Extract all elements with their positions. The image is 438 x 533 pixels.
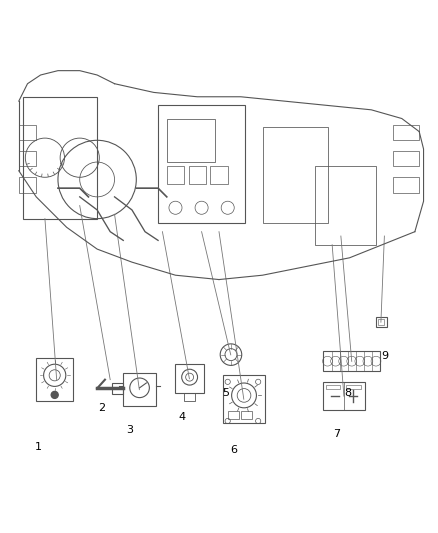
Text: 2: 2	[98, 403, 105, 413]
Text: 5: 5	[222, 387, 229, 398]
Text: 8: 8	[344, 387, 351, 398]
Bar	[393, 125, 419, 140]
Bar	[346, 385, 361, 389]
Bar	[241, 411, 252, 419]
Bar	[176, 365, 204, 393]
Text: 4: 4	[178, 411, 186, 422]
Bar	[167, 118, 215, 162]
Bar	[158, 106, 245, 223]
Bar	[167, 166, 184, 184]
Bar	[210, 166, 228, 184]
Circle shape	[51, 391, 58, 398]
Bar	[188, 166, 206, 184]
Bar	[315, 166, 376, 245]
Text: 9: 9	[381, 351, 388, 361]
Bar	[112, 383, 123, 393]
Bar	[19, 177, 36, 192]
Bar	[325, 385, 340, 389]
Bar	[223, 375, 265, 423]
Bar	[393, 151, 419, 166]
Bar	[19, 151, 36, 166]
Bar	[323, 382, 365, 410]
Bar	[23, 97, 97, 219]
Bar	[262, 127, 328, 223]
Bar	[123, 373, 156, 406]
Bar	[393, 177, 419, 192]
Bar	[36, 358, 73, 401]
Bar	[184, 393, 195, 401]
Bar	[323, 351, 380, 371]
Bar	[228, 411, 239, 419]
Bar	[376, 317, 387, 327]
Bar	[378, 319, 385, 325]
Text: 1: 1	[35, 442, 42, 452]
Text: 6: 6	[231, 445, 238, 455]
Text: 7: 7	[333, 429, 340, 439]
Text: 3: 3	[126, 425, 133, 435]
Bar	[19, 125, 36, 140]
